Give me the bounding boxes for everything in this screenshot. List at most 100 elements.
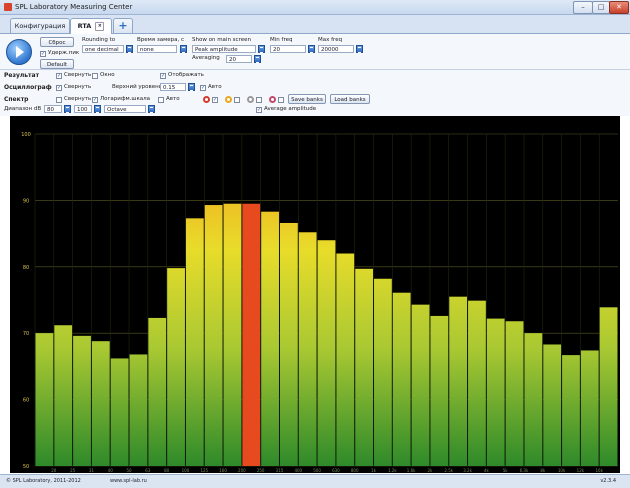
- results-collapse-label: Свернуть: [64, 72, 92, 78]
- averaging-spin-icon[interactable]: [254, 55, 261, 63]
- spectrum-bar: [298, 232, 317, 466]
- hold-peak-label: Удерж.пик: [48, 50, 80, 56]
- maximize-button[interactable]: □: [592, 1, 610, 14]
- gray-channel-checkbox[interactable]: [256, 97, 262, 103]
- x-tick-label: 6.3k: [520, 468, 529, 473]
- x-tick-label: 200: [238, 468, 246, 473]
- spectrum-bar: [185, 218, 204, 466]
- x-tick-label: 10k: [558, 468, 566, 473]
- time-select[interactable]: none: [137, 45, 177, 53]
- maxfreq-input[interactable]: 20000: [318, 45, 354, 53]
- x-tick-label: 8k: [540, 468, 546, 473]
- tab-configuration[interactable]: Конфигурация: [10, 18, 70, 33]
- spectrum-bar: [468, 300, 486, 466]
- gray-channel-radio[interactable]: [247, 96, 254, 103]
- minimize-button[interactable]: –: [573, 1, 593, 14]
- x-tick-label: 1k: [371, 468, 377, 473]
- spectrum-bar: [279, 222, 298, 466]
- oscillo-auto-checkbox[interactable]: ✓: [200, 85, 206, 91]
- rounding-dropdown-icon[interactable]: [126, 45, 133, 53]
- tab-close-icon[interactable]: ×: [95, 21, 105, 31]
- results-collapse-checkbox[interactable]: ✓: [56, 73, 62, 79]
- x-tick-label: 125: [200, 468, 208, 473]
- hold-peak-checkbox[interactable]: ✓: [40, 51, 46, 57]
- window-title: SPL Laboratory Measuring Center: [15, 3, 133, 11]
- rounding-select[interactable]: one decimal: [82, 45, 124, 53]
- spectrum-auto-checkbox[interactable]: [158, 97, 164, 103]
- time-label: Время замера, с: [137, 37, 185, 43]
- x-tick-label: 315: [276, 468, 284, 473]
- spectrum-bar: [355, 268, 374, 466]
- settings-panel: Сброс ✓ Удерж.пик Default Rounding to on…: [0, 34, 630, 116]
- oscillo-level-input[interactable]: 0.15: [160, 83, 186, 91]
- spectrum-collapse-checkbox[interactable]: [56, 97, 62, 103]
- octave-dropdown-icon[interactable]: [148, 105, 155, 113]
- spectrum-collapse-label: Свернуть: [64, 96, 92, 102]
- range-to-spin-icon[interactable]: [94, 105, 101, 113]
- x-tick-label: 500: [313, 468, 321, 473]
- reset-button[interactable]: Сброс: [40, 37, 74, 47]
- oscillo-collapse-label: Свернуть: [64, 84, 92, 90]
- show-dropdown-icon[interactable]: [258, 45, 265, 53]
- x-tick-label: 12k: [577, 468, 585, 473]
- yellow-channel-checkbox[interactable]: [234, 97, 240, 103]
- spectrum-auto-label: Авто: [166, 96, 180, 102]
- maxfreq-spin-icon[interactable]: [356, 45, 363, 53]
- minfreq-label: Min freq: [270, 37, 293, 43]
- x-tick-label: 250: [257, 468, 265, 473]
- spectrum-bar: [317, 240, 336, 466]
- close-button[interactable]: ✕: [609, 1, 629, 14]
- x-tick-label: 1.2k: [388, 468, 397, 473]
- oscillo-level-spin-icon[interactable]: [188, 83, 195, 91]
- spectrum-log-checkbox[interactable]: ✓: [92, 97, 98, 103]
- results-window-checkbox[interactable]: [92, 73, 98, 79]
- oscillo-label: Осциллограф: [4, 84, 52, 91]
- show-label: Show on main screen: [192, 37, 251, 43]
- pink-channel-radio[interactable]: [269, 96, 276, 103]
- x-tick-label: 5k: [503, 468, 509, 473]
- spectrum-bar: [261, 211, 279, 466]
- octave-select[interactable]: Octave: [104, 105, 146, 113]
- oscillo-collapse-checkbox[interactable]: ✓: [56, 85, 62, 91]
- play-button[interactable]: [6, 39, 32, 65]
- results-window-label: Окно: [100, 72, 115, 78]
- minfreq-input[interactable]: 20: [270, 45, 306, 53]
- time-dropdown-icon[interactable]: [180, 45, 187, 53]
- spectrum-svg: 100 90 80 70 60 50 20 25 31 40 50 63 80 100 125 160 200 2…: [21, 132, 618, 473]
- rta-spectrum-chart: 100 90 80 70 60 50 20 25 31 40 50 63 80 100 125 160 200 2…: [10, 116, 620, 473]
- rounding-label: Rounding to: [82, 37, 116, 43]
- save-banks-button[interactable]: Save banks: [288, 94, 326, 104]
- spectrum-bar: [167, 268, 185, 466]
- oscillo-auto-label: Авто: [208, 84, 222, 90]
- spectrum-bar: [336, 253, 355, 466]
- spectrum-bar: [242, 203, 261, 466]
- add-tab-button[interactable]: +: [113, 18, 133, 33]
- results-display-checkbox[interactable]: ✓: [160, 73, 166, 79]
- averaging-input[interactable]: 20: [226, 55, 252, 63]
- spectrum-bar: [562, 355, 580, 466]
- status-site: www.spl-lab.ru: [110, 478, 147, 484]
- spectrum-log-label: Логарифм.шкала: [100, 96, 151, 102]
- red-channel-radio[interactable]: [203, 96, 210, 103]
- x-tick-label: 25: [70, 468, 76, 473]
- show-select[interactable]: Peak amplitude: [192, 45, 256, 53]
- range-to-input[interactable]: 100: [74, 105, 92, 113]
- x-tick-label: 16k: [595, 468, 603, 473]
- oscillo-level-label: Верхний уровень: [112, 84, 162, 90]
- maxfreq-label: Max freq: [318, 37, 343, 43]
- red-channel-checkbox[interactable]: ✓: [212, 97, 218, 103]
- tab-rta[interactable]: RTA ×: [70, 18, 112, 34]
- average-amplitude-checkbox[interactable]: ✓: [256, 107, 262, 113]
- x-tick-label: 4k: [484, 468, 490, 473]
- range-from-spin-icon[interactable]: [64, 105, 71, 113]
- spectrum-bar: [35, 333, 54, 466]
- default-button[interactable]: Default: [40, 59, 74, 69]
- x-tick-label: 50: [126, 468, 132, 473]
- range-from-input[interactable]: 80: [44, 105, 62, 113]
- status-version: v2.3.4: [600, 478, 616, 484]
- load-banks-button[interactable]: Load banks: [330, 94, 370, 104]
- minfreq-spin-icon[interactable]: [308, 45, 315, 53]
- yellow-channel-radio[interactable]: [225, 96, 232, 103]
- pink-channel-checkbox[interactable]: [278, 97, 284, 103]
- tab-label: Конфигурация: [14, 22, 66, 30]
